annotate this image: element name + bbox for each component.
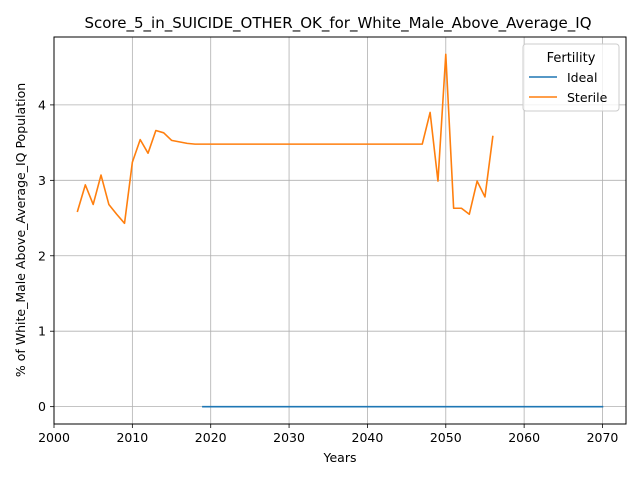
x-tick-label: 2050	[430, 430, 462, 445]
chart-title: Score_5_in_SUICIDE_OTHER_OK_for_White_Ma…	[84, 14, 591, 33]
x-axis-ticks: 2000 2010 2020 2030 2040 2050 2060 2070	[38, 424, 618, 445]
legend-label-ideal: Ideal	[567, 70, 597, 85]
x-tick-label: 2040	[352, 430, 384, 445]
x-tick-label: 2070	[587, 430, 619, 445]
y-tick-label: 1	[38, 324, 46, 339]
x-axis-label: Years	[323, 450, 357, 465]
y-tick-label: 4	[38, 97, 46, 112]
x-tick-label: 2060	[508, 430, 540, 445]
plot-frame	[53, 36, 627, 425]
y-tick-label: 0	[38, 399, 46, 414]
legend: Fertility Ideal Sterile	[522, 43, 620, 112]
x-tick-label: 2020	[195, 430, 227, 445]
legend-box	[522, 43, 620, 112]
y-tick-label: 3	[38, 173, 46, 188]
x-tick-label: 2030	[273, 430, 305, 445]
y-axis-ticks: 0 1 2 3 4	[38, 97, 54, 414]
x-tick-label: 2000	[38, 430, 70, 445]
x-tick-label: 2010	[116, 430, 148, 445]
y-axis-label: % of White_Male Above_Average_IQ Populat…	[13, 83, 28, 377]
y-tick-label: 2	[38, 248, 46, 263]
series-line-sterile	[76, 53, 494, 225]
series-layer	[76, 53, 604, 408]
legend-title: Fertility	[547, 51, 596, 66]
legend-label-sterile: Sterile	[567, 90, 608, 105]
